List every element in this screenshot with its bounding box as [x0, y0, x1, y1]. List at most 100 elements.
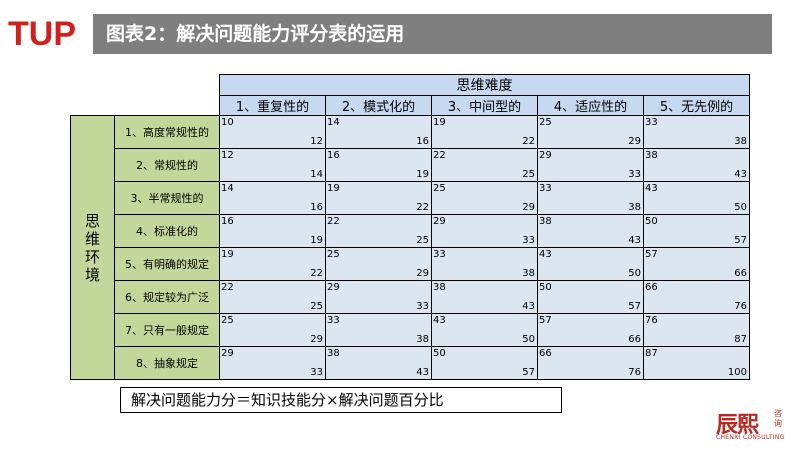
score-cell: 33 38: [431, 247, 538, 281]
score-high: 16: [310, 202, 323, 213]
score-cell: 50 57: [643, 214, 750, 248]
score-high: 57: [734, 235, 747, 246]
corner-blank: [71, 75, 220, 96]
score-high: 25: [522, 169, 535, 180]
row-label: 5、有明确的规定: [114, 247, 220, 281]
table-row: 思维环境 1、高度常规性的 10 12 14 16 19 22 25 29 33 38: [70, 115, 750, 380]
score-high: 43: [628, 235, 641, 246]
score-cell: 25 29: [219, 313, 326, 347]
score-low: 10: [221, 117, 234, 128]
score-high: 12: [310, 136, 323, 147]
score-high: 50: [734, 202, 747, 213]
score-low: 29: [327, 282, 340, 293]
table-row: 5、有明确的规定 19 22 25 29 33 38 43 50 57 66: [71, 247, 750, 281]
table-row: 2、常规性的 12 14 16 19 22 25 29 33 38 43: [71, 148, 750, 182]
score-high: 66: [628, 334, 641, 345]
score-cell: 22 25: [325, 214, 432, 248]
score-cell: 19 22: [325, 181, 432, 215]
score-low: 87: [645, 348, 658, 359]
score-low: 38: [539, 216, 552, 227]
score-low: 38: [327, 348, 340, 359]
formula-text: 解决问题能力分＝知识技能分×解决问题百分比: [131, 391, 444, 409]
score-high: 43: [416, 367, 429, 378]
score-high: 76: [734, 301, 747, 312]
score-cell: 33 38: [325, 313, 432, 347]
score-high: 19: [416, 169, 429, 180]
score-cell: 25 29: [325, 247, 432, 281]
score-cell: 29 33: [219, 346, 326, 380]
score-low: 16: [221, 216, 234, 227]
score-low: 33: [539, 183, 552, 194]
score-high: 38: [522, 268, 535, 279]
table-row: 7、只有一般规定 25 29 33 38 43 50 57 66 76 87: [71, 313, 750, 347]
score-cell: 19 22: [219, 247, 326, 281]
score-cell: 12 14: [219, 148, 326, 182]
score-cell: 25 29: [431, 181, 538, 215]
score-cell: 43 50: [643, 181, 750, 215]
score-low: 25: [539, 117, 552, 128]
difficulty-header: 思维难度: [219, 74, 750, 96]
score-low: 22: [433, 150, 446, 161]
table-row: 3、半常规性的 14 16 19 22 25 29 33 38 43 50: [71, 181, 750, 215]
score-high: 57: [522, 367, 535, 378]
score-low: 50: [645, 216, 658, 227]
column-header-4: 4、适应性的: [537, 95, 644, 116]
score-low: 22: [327, 216, 340, 227]
score-low: 25: [327, 249, 340, 260]
score-low: 57: [539, 315, 552, 326]
brand-name: 辰熙: [716, 412, 759, 438]
score-cell: 29 33: [431, 214, 538, 248]
score-high: 38: [628, 202, 641, 213]
score-high: 25: [310, 301, 323, 312]
table-row: 8、抽象规定 29 33 38 43 50 57 66 76 87 100: [71, 346, 750, 380]
table-row: 4、标准化的 16 19 22 25 29 33 38 43 50 57: [71, 214, 750, 248]
score-cell: 22 25: [219, 280, 326, 314]
score-cell: 38 43: [431, 280, 538, 314]
score-low: 43: [539, 249, 552, 260]
score-low: 29: [433, 216, 446, 227]
score-cell: 16 19: [325, 148, 432, 182]
score-high: 19: [310, 235, 323, 246]
column-header-2: 2、模式化的: [325, 95, 432, 116]
score-cell: 66 76: [643, 280, 750, 314]
score-low: 19: [433, 117, 446, 128]
score-low: 33: [327, 315, 340, 326]
score-high: 14: [310, 169, 323, 180]
column-header-5: 5、无先例的: [643, 95, 750, 116]
score-low: 57: [645, 249, 658, 260]
column-header-1: 1、重复性的: [219, 95, 326, 116]
score-cell: 33 38: [643, 115, 750, 149]
brand-sub: 咨询: [774, 409, 782, 428]
score-high: 38: [734, 136, 747, 147]
score-high: 50: [522, 334, 535, 345]
score-high: 16: [416, 136, 429, 147]
score-high: 43: [734, 169, 747, 180]
score-cell: 38 43: [537, 214, 644, 248]
corner-blank-2: [71, 96, 220, 116]
row-label: 8、抽象规定: [114, 346, 220, 380]
chenxi-logo: 辰熙 咨询 CHENXI CONSULTING: [716, 407, 792, 443]
score-low: 43: [645, 183, 658, 194]
score-low: 33: [433, 249, 446, 260]
score-low: 50: [433, 348, 446, 359]
score-cell: 50 57: [431, 346, 538, 380]
brand-en: CHENXI CONSULTING: [716, 434, 785, 441]
environment-label: 思维环境: [70, 115, 115, 380]
column-header-3: 3、中间型的: [431, 95, 538, 116]
score-low: 38: [433, 282, 446, 293]
score-high: 29: [416, 268, 429, 279]
score-high: 50: [628, 268, 641, 279]
score-low: 16: [327, 150, 340, 161]
environment-label-text: 思维环境: [85, 211, 101, 284]
score-high: 25: [416, 235, 429, 246]
score-cell: 76 87: [643, 313, 750, 347]
score-high: 43: [522, 301, 535, 312]
score-low: 38: [645, 150, 658, 161]
score-high: 76: [628, 367, 641, 378]
score-cell: 29 33: [325, 280, 432, 314]
score-cell: 33 38: [537, 181, 644, 215]
row-label: 3、半常规性的: [114, 181, 220, 215]
score-low: 25: [221, 315, 234, 326]
score-cell: 19 22: [431, 115, 538, 149]
score-cell: 50 57: [537, 280, 644, 314]
